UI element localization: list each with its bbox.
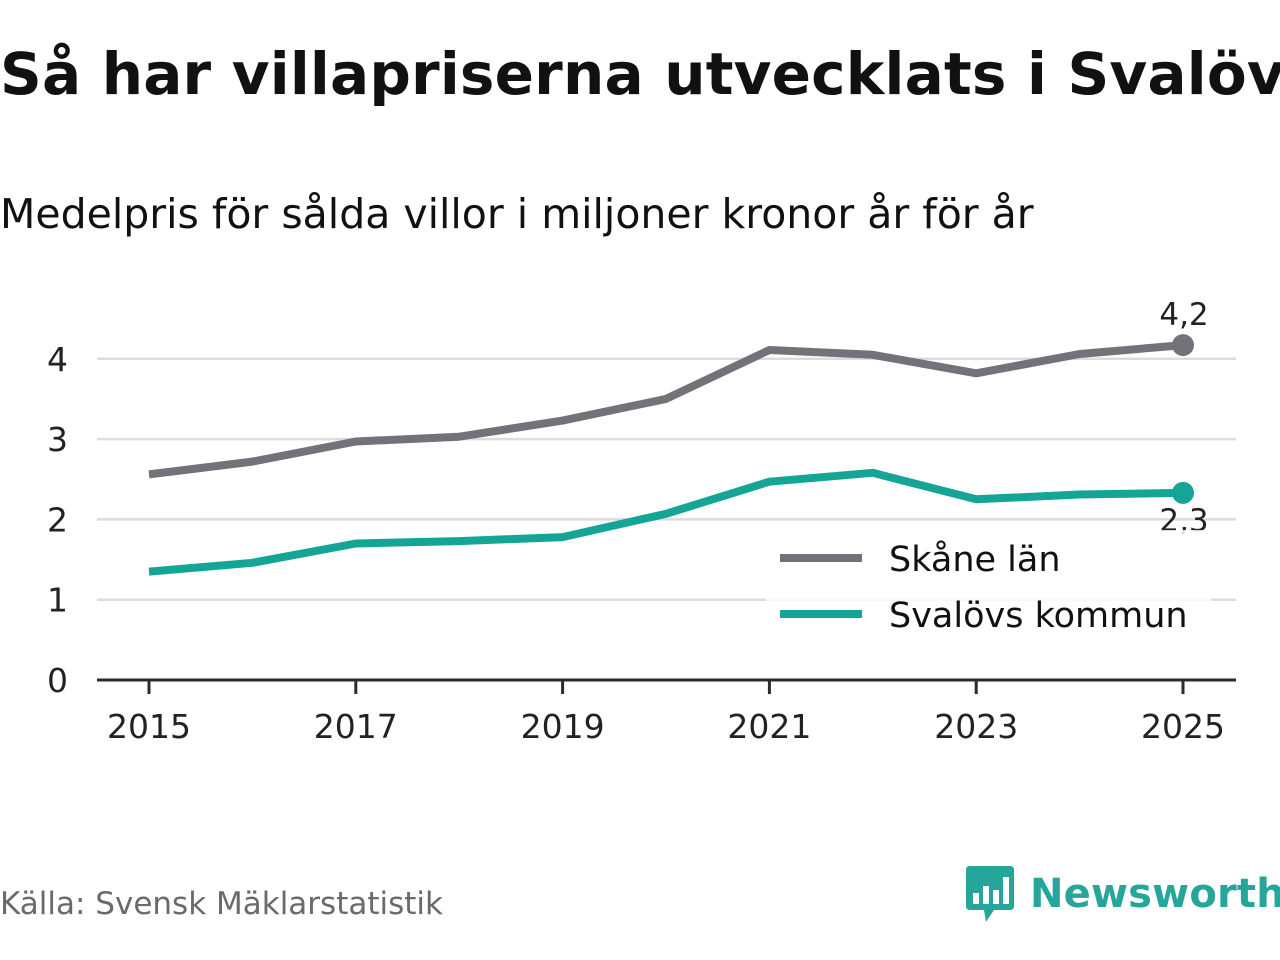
x-axis-ticks: 2015 2017 2019 2021 2023 2025 <box>107 680 1225 746</box>
series-end-point-2 <box>1172 481 1194 504</box>
series-line-1 <box>148 341 1184 479</box>
y-tick-label: 4 <box>47 340 68 379</box>
y-tick-label: 3 <box>47 420 68 459</box>
x-tick-label: 2025 <box>1141 707 1225 746</box>
x-tick-label: 2015 <box>107 707 191 746</box>
x-tick-label: 2019 <box>521 707 605 746</box>
legend-label-1: Skåne län <box>889 539 1061 580</box>
newsworthy-chart-icon <box>966 866 1014 922</box>
source-note: Källa: Svensk Mäklarstatistik <box>0 886 443 922</box>
y-tick-label: 1 <box>47 581 68 620</box>
legend-label-2: Svalövs kommun <box>889 596 1188 636</box>
series-end-label-1: 4,2 <box>1159 297 1208 333</box>
x-tick-label: 2017 <box>314 707 398 746</box>
legend-background <box>766 530 1211 642</box>
series-end-point-1 <box>1172 334 1194 357</box>
brand-name: Newsworthy <box>1030 871 1280 917</box>
x-tick-label: 2023 <box>934 707 1018 746</box>
series-line-2 <box>148 468 1184 576</box>
y-axis-ticks: 0 1 2 3 4 <box>47 340 68 700</box>
chart-title: Så har villapriserna utvecklats i Svalöv <box>0 40 1280 108</box>
y-tick-label: 0 <box>47 661 68 700</box>
y-tick-label: 2 <box>47 500 68 539</box>
legend: Skåne län Svalövs kommun <box>766 530 1211 642</box>
newsworthy-logo: Newsworthy <box>964 864 1280 924</box>
chart-subtitle: Medelpris för sålda villor i miljoner kr… <box>0 190 1034 238</box>
x-tick-label: 2021 <box>727 707 811 746</box>
